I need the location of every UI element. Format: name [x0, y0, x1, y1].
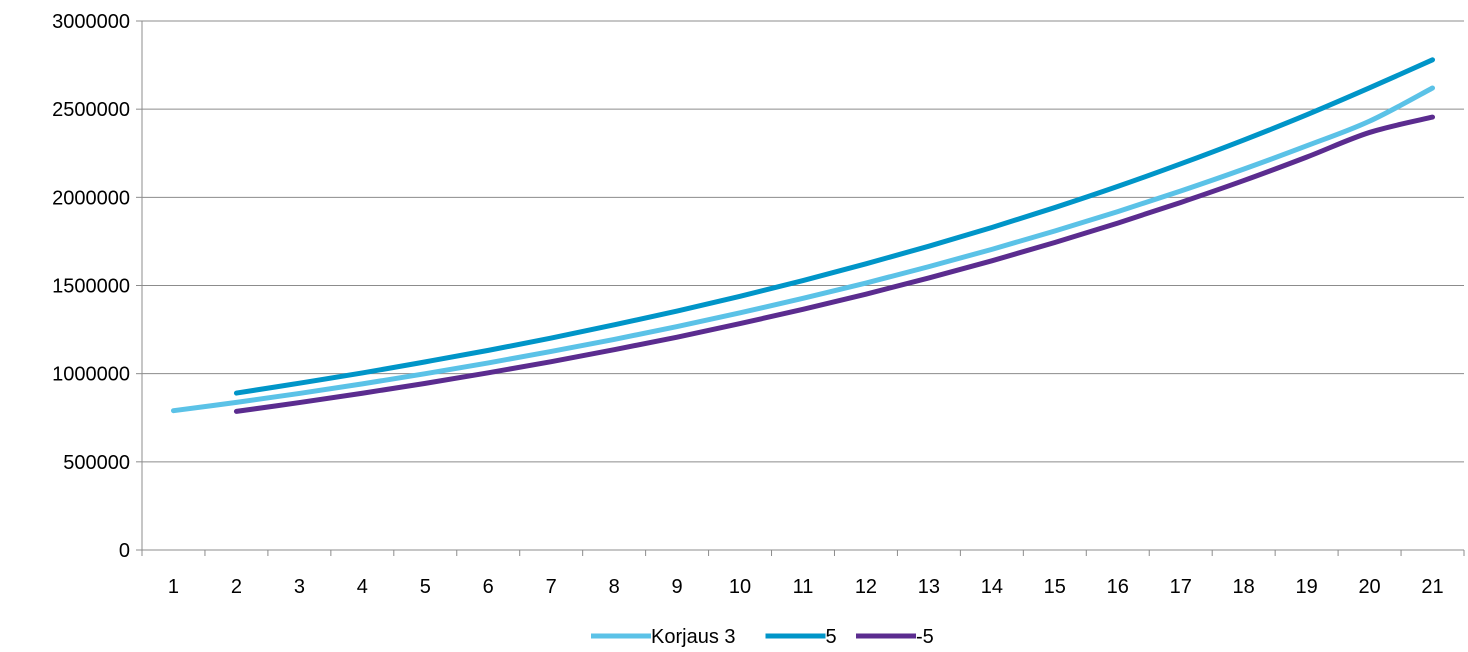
x-tick-label: 11	[793, 576, 814, 598]
series-line-1	[173, 88, 1432, 411]
x-tick-label: 8	[609, 576, 620, 598]
x-tick-label: 4	[357, 576, 368, 598]
x-tick-label: 7	[546, 576, 557, 598]
x-tick-label: 3	[294, 576, 305, 598]
y-tick-label: 2500000	[52, 99, 130, 121]
x-tick-label: 14	[981, 576, 1003, 598]
x-tick-label: 18	[1233, 576, 1255, 598]
y-tick-label: 0	[119, 540, 130, 562]
y-tick-labels: 0 500000 1000000 1500000 2000000 2500000 30000…	[52, 11, 130, 562]
x-tick-label: 17	[1170, 576, 1192, 598]
y-tick-label: 500000	[63, 452, 130, 474]
y-tick-label: 1500000	[52, 276, 130, 298]
x-tick-label: 20	[1358, 576, 1380, 598]
x-tick-label: 21	[1421, 576, 1443, 598]
x-tick-label: 19	[1295, 576, 1317, 598]
x-tick-labels: 1 2 3 4 5 6 7 8 9 10 11 12 13 14 15 16 17 18 19 20 21	[168, 576, 1444, 598]
y-tick-label: 2000000	[52, 187, 130, 209]
legend-label-3: -5	[916, 626, 934, 648]
x-tick-label: 9	[672, 576, 683, 598]
x-tick-label: 15	[1044, 576, 1066, 598]
legend-label-2: 5	[826, 626, 837, 648]
x-tick-label: 13	[918, 576, 940, 598]
x-tick-label: 1	[168, 576, 179, 598]
axes	[136, 21, 1464, 556]
x-tick-label: 16	[1107, 576, 1129, 598]
legend-label-1: Korjaus 3	[651, 626, 736, 648]
x-tick-label: 2	[231, 576, 242, 598]
series-line-3	[236, 117, 1432, 411]
y-tick-label: 3000000	[52, 11, 130, 33]
series-lines	[173, 60, 1432, 412]
x-tick-label: 12	[855, 576, 877, 598]
series-line-2	[236, 60, 1432, 393]
y-tick-label: 1000000	[52, 364, 130, 386]
x-tick-label: 5	[420, 576, 431, 598]
x-tick-label: 10	[729, 576, 751, 598]
x-tick-label: 6	[483, 576, 494, 598]
legend: Korjaus 3 5 -5	[591, 626, 934, 648]
